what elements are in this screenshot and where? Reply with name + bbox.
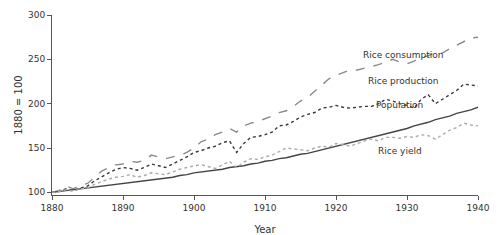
svg-text:Population: Population [376, 100, 423, 110]
svg-text:Rice production: Rice production [368, 76, 438, 86]
svg-text:Year: Year [253, 224, 276, 235]
svg-text:100: 100 [28, 187, 45, 197]
svg-text:1940: 1940 [467, 203, 490, 213]
svg-text:Rice yield: Rice yield [378, 146, 422, 156]
svg-text:Rice consumption: Rice consumption [363, 50, 443, 60]
svg-text:300: 300 [28, 10, 45, 20]
svg-text:1930: 1930 [396, 203, 419, 213]
svg-text:1920: 1920 [325, 203, 348, 213]
svg-text:150: 150 [28, 143, 45, 153]
svg-text:1900: 1900 [183, 203, 206, 213]
svg-text:1880 = 100: 1880 = 100 [13, 75, 24, 134]
svg-text:1890: 1890 [112, 203, 135, 213]
svg-text:250: 250 [28, 54, 45, 64]
svg-text:200: 200 [28, 99, 45, 109]
svg-text:1880: 1880 [41, 203, 64, 213]
svg-text:1910: 1910 [254, 203, 277, 213]
